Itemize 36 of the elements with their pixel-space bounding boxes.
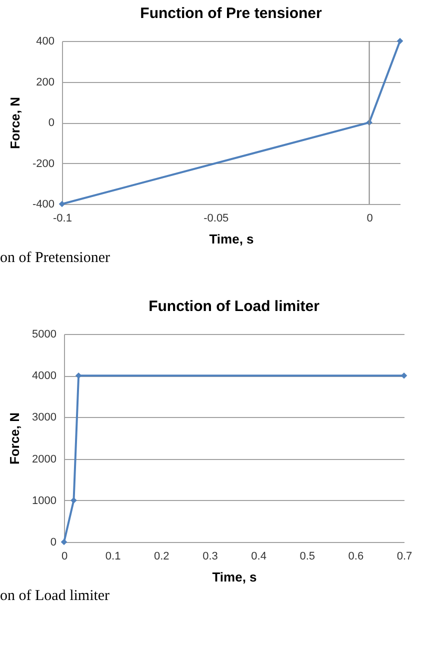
- x-tick-label: 0.2: [154, 550, 170, 562]
- x-tick-label: -0.1: [53, 212, 72, 224]
- y-axis-title: Force, N: [7, 412, 22, 465]
- y-tick-label: 5000: [32, 328, 56, 340]
- y-tick-label: 4000: [32, 370, 56, 382]
- text: on of Load limiter: [0, 588, 111, 605]
- point: [75, 372, 82, 379]
- y-tick-label: 0: [50, 536, 56, 548]
- y-tick-label: 2000: [32, 453, 56, 466]
- chart-title: Function of Load limiter: [148, 298, 320, 315]
- y-tick-label: 200: [36, 76, 54, 88]
- x-tick-label: -0.05: [204, 212, 229, 224]
- x-tick-label: 0.6: [348, 550, 364, 562]
- point: [60, 538, 68, 546]
- x-axis-title: Time, s: [209, 232, 254, 246]
- chart-title: Function of Pre tensioner: [140, 5, 322, 22]
- y-tick-label: 3000: [32, 412, 56, 424]
- x-tick-label: 0.3: [202, 550, 218, 562]
- y-tick-label: -200: [32, 158, 54, 170]
- point: [70, 497, 77, 504]
- point: [400, 372, 408, 379]
- y-tick-label: 0: [48, 117, 54, 129]
- text: on of Pretensioner: [0, 250, 111, 267]
- x-tick-label: 0: [61, 550, 68, 562]
- x-tick-label: 0: [366, 212, 373, 224]
- y-tick-label: -400: [32, 198, 54, 210]
- y-tick-label: 400: [36, 36, 54, 48]
- x-axis-title: Time, s: [212, 570, 257, 584]
- x-tick-label: 0.1: [105, 550, 121, 562]
- y-tick-label: 1000: [32, 494, 56, 507]
- x-tick-label: 0.7: [396, 550, 412, 562]
- point: [396, 38, 404, 44]
- point: [58, 200, 66, 208]
- y-axis-title: Force, N: [7, 96, 22, 150]
- x-tick-label: 0.5: [300, 550, 316, 562]
- x-tick-label: 0.4: [251, 550, 266, 562]
